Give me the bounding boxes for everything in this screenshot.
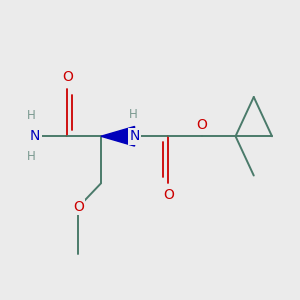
- Polygon shape: [101, 126, 135, 146]
- Text: N: N: [129, 129, 140, 143]
- Text: O: O: [62, 70, 73, 84]
- Text: H: H: [129, 108, 137, 121]
- Text: H: H: [27, 109, 36, 122]
- Text: O: O: [73, 200, 84, 214]
- Text: N: N: [30, 129, 40, 143]
- Text: O: O: [196, 118, 207, 131]
- Text: O: O: [163, 188, 174, 202]
- Text: H: H: [27, 150, 36, 163]
